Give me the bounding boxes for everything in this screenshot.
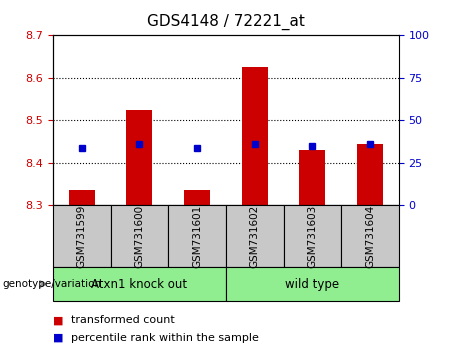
Text: Atxn1 knock out: Atxn1 knock out: [91, 278, 188, 291]
Text: GSM731599: GSM731599: [77, 205, 87, 268]
Text: GSM731604: GSM731604: [365, 205, 375, 268]
Text: ■: ■: [53, 333, 64, 343]
Bar: [242, 67, 268, 205]
Text: GDS4148 / 72221_at: GDS4148 / 72221_at: [147, 14, 305, 30]
Bar: [184, 190, 210, 205]
Text: ■: ■: [53, 315, 64, 325]
Text: percentile rank within the sample: percentile rank within the sample: [71, 333, 260, 343]
Text: GSM731600: GSM731600: [135, 205, 144, 268]
Bar: [69, 190, 95, 205]
Text: GSM731602: GSM731602: [250, 205, 260, 268]
Text: wild type: wild type: [285, 278, 339, 291]
Text: transformed count: transformed count: [71, 315, 175, 325]
Text: GSM731603: GSM731603: [307, 205, 317, 268]
Bar: [299, 150, 325, 205]
Bar: [126, 110, 153, 205]
Text: GSM731601: GSM731601: [192, 205, 202, 268]
Text: genotype/variation: genotype/variation: [2, 279, 101, 289]
Bar: [357, 144, 383, 205]
